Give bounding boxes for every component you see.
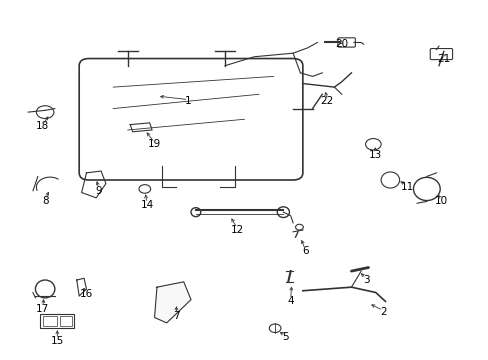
Bar: [42, 316, 57, 327]
Text: 11: 11: [400, 182, 413, 192]
Text: 10: 10: [434, 197, 447, 206]
Bar: [60, 316, 72, 327]
Text: 19: 19: [148, 139, 161, 149]
Text: 5: 5: [282, 332, 288, 342]
Text: 16: 16: [80, 289, 93, 299]
Text: 9: 9: [95, 186, 102, 196]
Text: 4: 4: [287, 296, 293, 306]
Bar: [40, 314, 74, 328]
Text: 15: 15: [51, 336, 64, 346]
Text: 17: 17: [36, 303, 49, 314]
Text: 13: 13: [368, 150, 382, 160]
Text: 2: 2: [379, 307, 386, 317]
Text: 18: 18: [36, 121, 49, 131]
Polygon shape: [154, 282, 191, 323]
Text: 6: 6: [302, 247, 308, 256]
Text: 3: 3: [362, 275, 368, 285]
Text: 20: 20: [334, 39, 347, 49]
Text: 7: 7: [173, 311, 180, 321]
Text: 1: 1: [185, 96, 191, 107]
Text: 8: 8: [42, 197, 48, 206]
Text: 12: 12: [230, 225, 244, 235]
Text: 22: 22: [320, 96, 333, 107]
Text: 14: 14: [141, 200, 154, 210]
Text: 21: 21: [436, 54, 449, 64]
